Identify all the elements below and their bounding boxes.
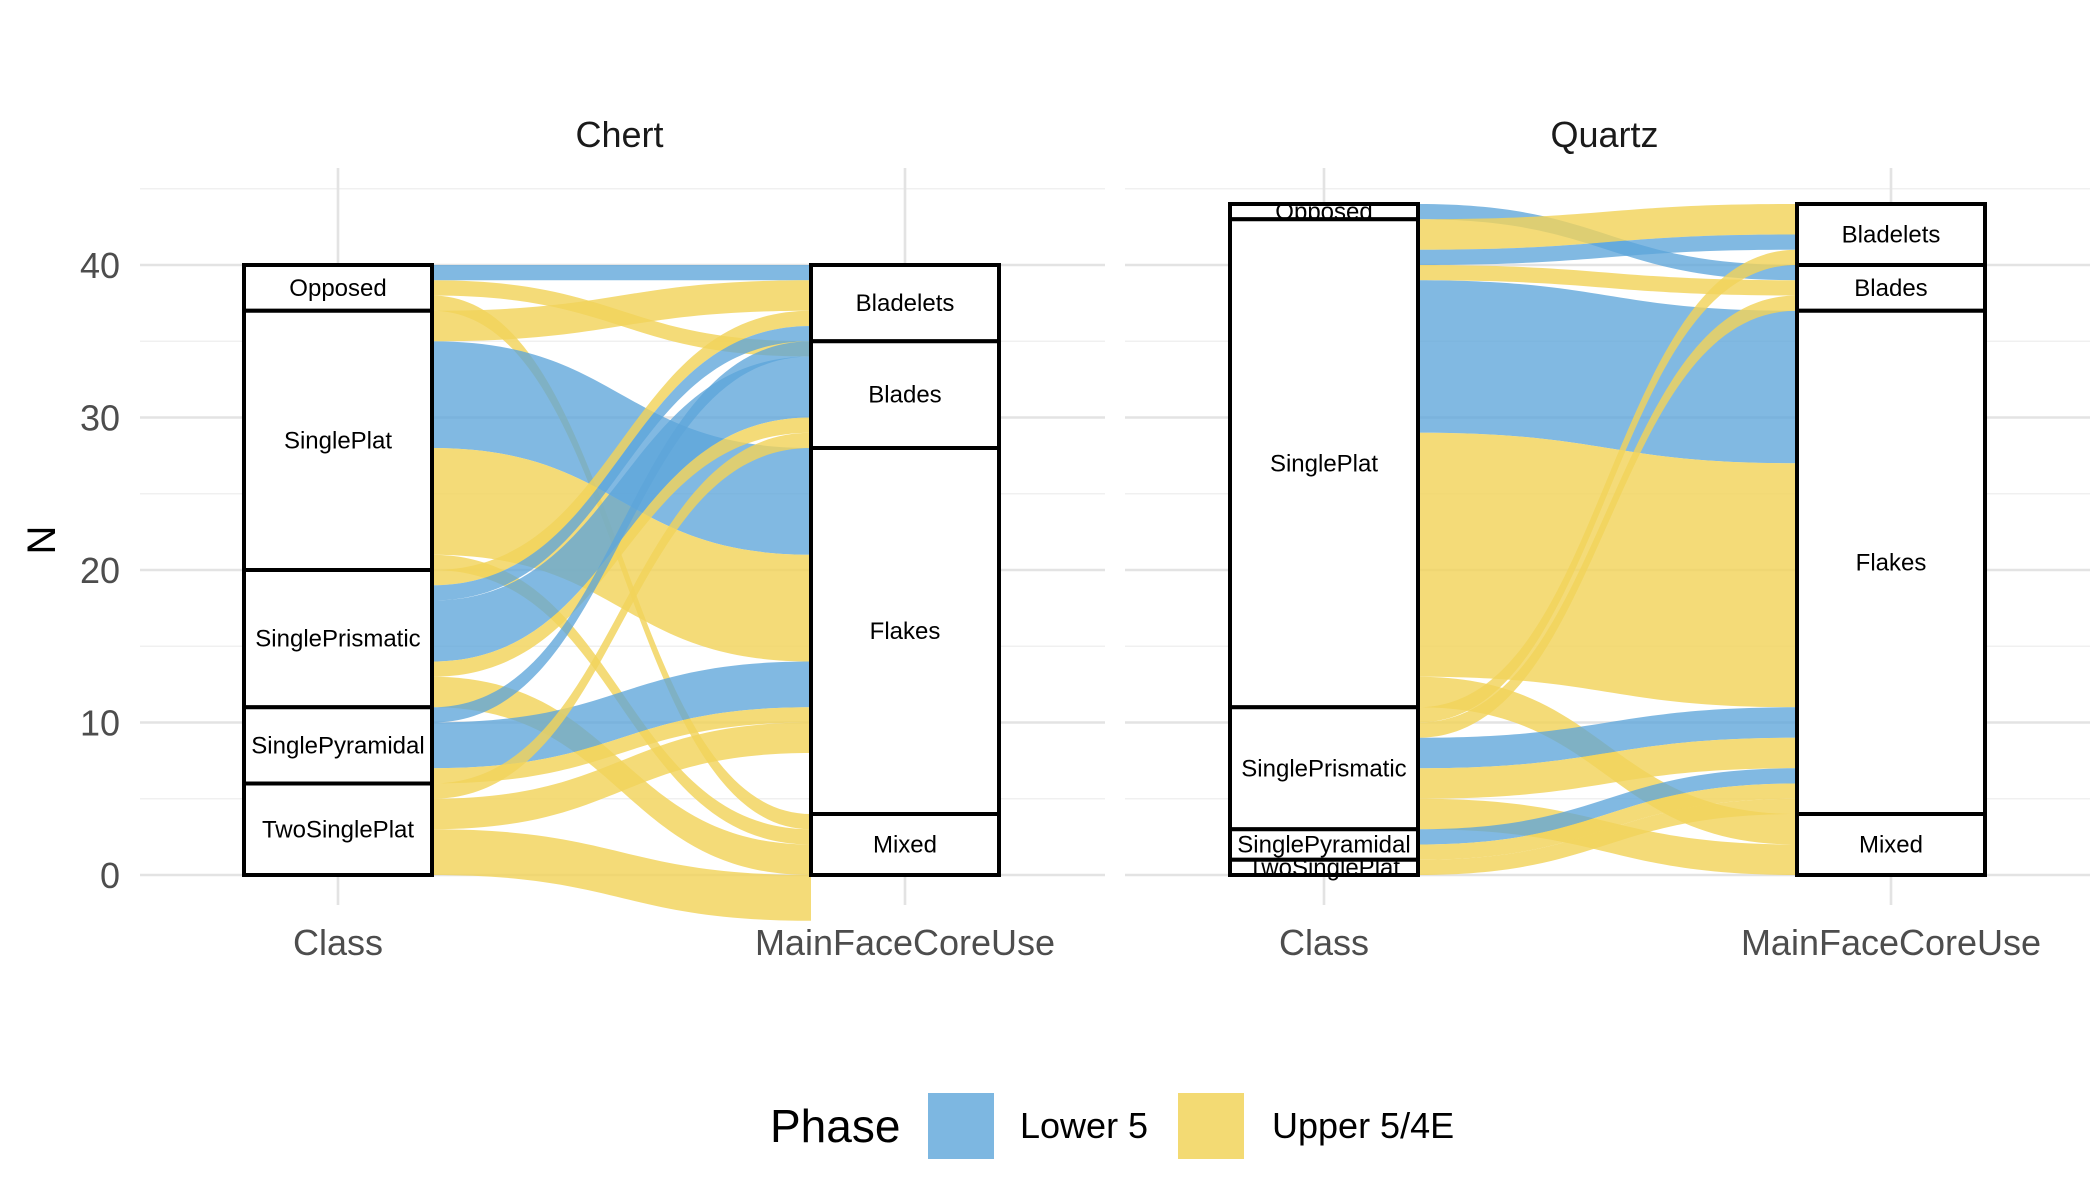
y-tick-label: 0 xyxy=(100,855,120,896)
stratum-label-bladelets: Bladelets xyxy=(856,290,955,317)
stratum-label-singleplat: SinglePlat xyxy=(1270,450,1378,477)
legend: Phase Lower 5 Upper 5/4E xyxy=(770,1093,1454,1159)
flow-twosingleplat-to-flakes-upper-5-4e xyxy=(1418,798,1797,875)
strata: Opposed SinglePlat SinglePrismatic SinglePy… xyxy=(242,263,1001,877)
flow-singleplat-to-blades-upper-5-4e xyxy=(1418,265,1797,296)
stratum-bladelets xyxy=(809,263,1001,344)
flow-opposed-to-bladelets-lower-5 xyxy=(432,265,811,281)
y-tick-label: 10 xyxy=(80,703,120,744)
x-tick-label-class: Class xyxy=(1279,922,1369,963)
y-axis-title: N xyxy=(20,526,64,555)
stratum-label-singleprismatic: SinglePrismatic xyxy=(1241,755,1406,782)
y-tick-label: 30 xyxy=(80,398,120,439)
stratum-label-blades: Blades xyxy=(1854,275,1927,302)
stratum-label-bladelets: Bladelets xyxy=(1842,222,1941,249)
stratum-blades xyxy=(809,339,1001,450)
stratum-singlepyramidal xyxy=(242,705,434,786)
stratum-label-singlepyramidal: SinglePyramidal xyxy=(251,732,424,759)
flow-singleprismatic-to-blades-upper-5-4e xyxy=(432,417,811,677)
x-axis-labels: Class MainFaceCoreUse Class MainFaceCoreUse xyxy=(293,922,2041,963)
legend-title: Phase xyxy=(770,1100,900,1152)
flow-twosingleplat-to-blades-upper-5-4e xyxy=(432,432,811,799)
stratum-mixed xyxy=(809,812,1001,877)
stratum-label-mixed: Mixed xyxy=(873,832,937,859)
stratum-label-twosingleplat: TwoSinglePlat xyxy=(262,816,414,843)
y-tick-label: 20 xyxy=(80,550,120,591)
legend-swatch-upper-5-4e xyxy=(1178,1093,1244,1159)
x-tick-label-mainfacecoreuse: MainFaceCoreUse xyxy=(1741,922,2041,963)
x-tick-label-mainfacecoreuse: MainFaceCoreUse xyxy=(755,922,1055,963)
stratum-singleplat xyxy=(1228,217,1420,710)
stratum-singleplat xyxy=(242,308,434,572)
facet-panel-quartz: OpposedSinglePlatSinglePrismaticSinglePy… xyxy=(1125,114,2090,905)
stratum-singlepyramidal xyxy=(1228,827,1420,862)
stratum-label-singlepyramidal: SinglePyramidal xyxy=(1237,832,1410,859)
flow-singleprismatic-to-flakes-upper-5-4e xyxy=(1418,737,1797,799)
flow-singlepyramidal-to-flakes-upper-5-4e xyxy=(1418,783,1797,860)
flow-singlepyramidal-to-flakes-upper-5-4e xyxy=(432,707,811,784)
flow-singlepyramidal-to-bladelets-lower-5 xyxy=(432,341,811,723)
legend-label-lower-5: Lower 5 xyxy=(1020,1105,1148,1146)
flow-singleplat-to-bladelets-upper-5-4e xyxy=(1418,204,1797,250)
stratum-twosingleplat xyxy=(242,781,434,877)
flow-twosingleplat-to-mixed-upper-5-4e xyxy=(432,829,811,921)
flow-singleplat-to-flakes-upper-5-4e xyxy=(1418,432,1797,708)
flow-singlepyramidal-to-flakes-lower-5 xyxy=(432,661,811,769)
flow-singleplat-to-bladelets-lower-5 xyxy=(1418,234,1797,265)
y-axis: N 0 10 20 30 40 xyxy=(20,245,120,896)
stratum-label-mixed: Mixed xyxy=(1859,832,1923,859)
stratum-flakes xyxy=(1795,308,1987,816)
stratum-label-blades: Blades xyxy=(868,382,941,409)
stratum-label-flakes: Flakes xyxy=(870,618,941,645)
stratum-blades xyxy=(1795,263,1987,313)
flow-singleprismatic-to-bladelets-upper-5-4e xyxy=(1418,249,1797,723)
facet-title: Quartz xyxy=(1550,114,1658,155)
stratum-singleprismatic xyxy=(242,568,434,710)
y-tick-label: 40 xyxy=(80,245,120,286)
flow-singleplat-to-bladelets-upper-5-4e xyxy=(432,280,811,342)
flow-singleprismatic-to-flakes-lower-5 xyxy=(1418,707,1797,769)
strata: OpposedSinglePlatSinglePrismaticSinglePy… xyxy=(1228,199,1987,881)
stratum-mixed xyxy=(1795,812,1987,877)
facet-title: Chert xyxy=(575,114,663,155)
stratum-opposed xyxy=(242,263,434,313)
flow-singleprismatic-to-blades-lower-5 xyxy=(432,356,811,662)
stratum-label-singleplat: SinglePlat xyxy=(284,427,392,454)
flow-twosingleplat-to-flakes-upper-5-4e xyxy=(432,722,811,830)
flow-singlepyramidal-to-flakes-lower-5 xyxy=(1418,768,1797,845)
flow-ribbons xyxy=(432,265,811,921)
flow-ribbons xyxy=(1418,204,1797,875)
flow-singleprismatic-to-bladelets-lower-5 xyxy=(432,326,811,601)
x-tick-label-class: Class xyxy=(293,922,383,963)
flow-singleprismatic-to-blades-upper-5-4e xyxy=(1418,295,1797,738)
flow-singleplat-to-flakes-lower-5 xyxy=(1418,280,1797,464)
stratum-twosingleplat xyxy=(1228,857,1420,877)
stratum-flakes xyxy=(809,446,1001,816)
legend-label-upper-5-4e: Upper 5/4E xyxy=(1272,1105,1454,1146)
stratum-label-opposed: Opposed xyxy=(289,275,386,302)
legend-swatch-lower-5 xyxy=(928,1093,994,1159)
flow-singleprismatic-to-bladelets-upper-5-4e xyxy=(432,310,811,586)
stratum-label-flakes: Flakes xyxy=(1856,549,1927,576)
stratum-label-twosingleplat: TwoSinglePlat xyxy=(1248,854,1400,881)
facet-panel-chert: Opposed SinglePlat SinglePrismatic SinglePy… xyxy=(140,114,1105,921)
stratum-label-singleprismatic: SinglePrismatic xyxy=(255,626,420,653)
